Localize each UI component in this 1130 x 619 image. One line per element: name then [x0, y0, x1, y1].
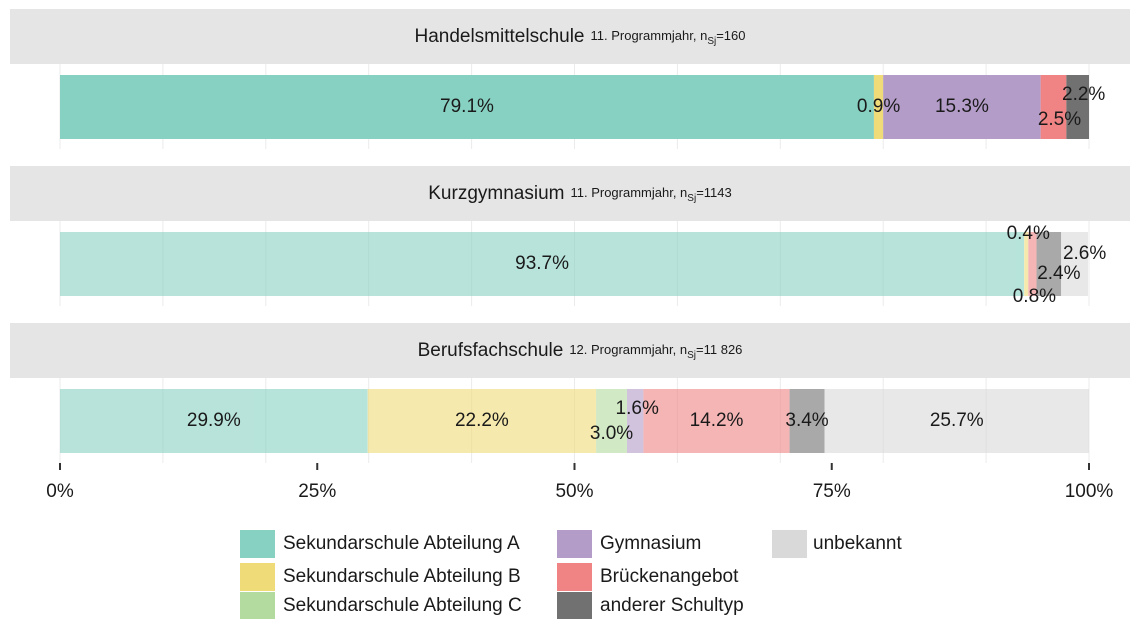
strip-n: =160 — [716, 28, 745, 43]
bar-segment — [367, 389, 597, 453]
strip — [10, 323, 1130, 378]
strip-sub: Sj — [707, 36, 716, 47]
legend-label: Sekundarschule Abteilung B — [283, 566, 521, 587]
strip-sub: Sj — [687, 350, 696, 361]
value-label: 0.9% — [857, 96, 900, 117]
bar-segment — [789, 389, 825, 453]
x-tick-label: 75% — [813, 481, 851, 502]
strip-name: Berufsfachschule — [418, 340, 564, 361]
strip-n: =1143 — [696, 185, 732, 200]
bar-segment — [1028, 232, 1037, 296]
bar-segment — [1040, 75, 1067, 139]
x-tick-label: 100% — [1065, 481, 1114, 502]
bar-segment — [1036, 232, 1062, 296]
legend-key — [240, 530, 275, 558]
value-label: 0.4% — [1007, 223, 1050, 244]
x-tick-label: 0% — [46, 481, 74, 502]
bar-segment — [883, 75, 1041, 139]
value-label: 14.2% — [690, 410, 744, 431]
strip-title: Kurzgymnasium 11. Programmjahr, nSj=1143 — [428, 183, 731, 204]
strip-name: Kurzgymnasium — [428, 183, 564, 204]
bar-segment — [1066, 75, 1089, 139]
strip-title: Handelsmittelschule 11. Programmjahr, nSj… — [414, 26, 745, 47]
strip-name: Handelsmittelschule — [414, 26, 584, 47]
legend-key — [557, 592, 592, 619]
strip — [10, 9, 1130, 64]
bar-segment — [1061, 232, 1088, 296]
strip-title: Berufsfachschule 12. Programmjahr, nSj=11… — [418, 340, 743, 361]
value-label: 3.0% — [590, 423, 633, 444]
strip-note: 11. Programmjahr, n — [570, 185, 687, 200]
strip-note: 11. Programmjahr, n — [591, 28, 708, 43]
bar-group — [60, 232, 1088, 296]
value-label: 15.3% — [935, 96, 989, 117]
legend-label: unbekannt — [813, 533, 902, 554]
legend-key — [557, 530, 592, 558]
legend-label: Gymnasium — [600, 533, 701, 554]
value-label: 2.2% — [1062, 84, 1105, 105]
value-label: 79.1% — [440, 96, 494, 117]
x-tick-label: 25% — [298, 481, 336, 502]
bar-group — [60, 389, 1089, 453]
bar-segment — [873, 75, 884, 139]
value-label: 22.2% — [455, 410, 509, 431]
strip-n: =11 826 — [696, 342, 742, 357]
bar-segment — [1024, 232, 1029, 296]
legend-key — [772, 530, 807, 558]
value-label: 2.5% — [1038, 109, 1081, 130]
legend-label: Brückenangebot — [600, 566, 739, 587]
value-label: 2.6% — [1063, 243, 1106, 264]
value-label: 25.7% — [930, 410, 984, 431]
legend-label: anderer Schultyp — [600, 595, 744, 616]
bar-segment — [626, 389, 644, 453]
legend-label: Sekundarschule Abteilung C — [283, 595, 522, 616]
value-label: 93.7% — [515, 253, 569, 274]
value-label: 0.8% — [1013, 286, 1056, 307]
strip-note: 12. Programmjahr, n — [569, 342, 687, 357]
legend-key — [240, 592, 275, 619]
legend-label: Sekundarschule Abteilung A — [283, 533, 520, 554]
bar-segment — [60, 389, 368, 453]
bar-segment — [824, 389, 1089, 453]
strip — [10, 166, 1130, 221]
bar-segment — [643, 389, 790, 453]
legend-key — [240, 563, 275, 591]
bar-segment — [596, 389, 627, 453]
strip-sub: Sj — [687, 193, 696, 204]
bar-group — [60, 75, 1089, 139]
legend-key — [557, 563, 592, 591]
bar-segment — [60, 75, 874, 139]
x-tick-label: 50% — [555, 481, 593, 502]
value-label: 1.6% — [616, 398, 659, 419]
value-label: 2.4% — [1037, 263, 1080, 284]
bar-segment — [60, 232, 1025, 296]
value-label: 29.9% — [187, 410, 241, 431]
value-label: 3.4% — [785, 410, 828, 431]
